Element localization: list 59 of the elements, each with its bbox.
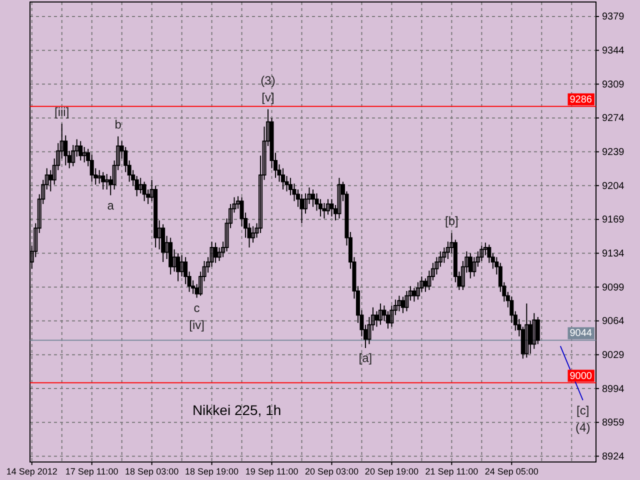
x-tick-label: 21 Sep 11:00 xyxy=(425,466,478,476)
candlestick xyxy=(101,172,106,190)
y-tick-label: 9134 xyxy=(602,248,625,260)
y-tick-label: 9204 xyxy=(602,180,625,192)
annotation: (3) xyxy=(260,73,276,88)
annotation: [v] xyxy=(262,90,274,104)
candlestick xyxy=(536,316,540,345)
candlestick xyxy=(397,295,402,312)
candlestick xyxy=(468,252,472,279)
candlestick xyxy=(251,226,256,244)
candlestick xyxy=(404,290,409,312)
x-tick-label: 17 Sep 11:00 xyxy=(65,466,118,476)
candlestick xyxy=(300,194,304,224)
candlestick xyxy=(161,224,166,262)
x-tick-label: 14 Sep 2012 xyxy=(6,466,58,476)
y-tick-label: 9169 xyxy=(602,214,625,226)
candlestick xyxy=(311,188,315,208)
x-tick-label: 20 Sep 19:00 xyxy=(364,466,418,476)
candlestick xyxy=(168,237,173,276)
annotation: [iv] xyxy=(189,318,204,332)
y-tick-label: 9274 xyxy=(602,113,625,124)
candlestick xyxy=(326,198,330,216)
y-tick-label: 9099 xyxy=(602,282,625,294)
candlestick xyxy=(322,202,326,219)
x-tick-label: 24 Sep 05:00 xyxy=(484,466,538,476)
ref-line-label: 9286 xyxy=(570,94,592,106)
annotation: c xyxy=(194,300,200,315)
candlestick xyxy=(281,168,286,190)
annotation: [c] xyxy=(576,403,590,418)
annotation: a xyxy=(107,198,114,212)
y-tick-label: 8959 xyxy=(602,418,625,429)
ref-line-label: 9044 xyxy=(570,328,592,340)
candlestick xyxy=(78,140,83,161)
candlestick xyxy=(214,242,218,264)
x-tick-label: 18 Sep 19:00 xyxy=(185,466,239,476)
candlestick xyxy=(524,303,529,358)
text: Nikkei 225, 1h xyxy=(192,402,282,418)
y-tick-label: 9064 xyxy=(602,316,625,328)
candlestick xyxy=(330,198,334,218)
candlestick xyxy=(176,252,180,282)
y-tick-label: 9379 xyxy=(602,12,625,23)
x-tick-label: 18 Sep 03:00 xyxy=(125,466,179,476)
y-tick-label: 9309 xyxy=(602,79,625,90)
candlestick xyxy=(378,303,382,326)
annotation: [iii] xyxy=(54,104,70,119)
x-tick-label: 20 Sep 03:00 xyxy=(304,466,359,476)
x-tick-label: 19 Sep 11:00 xyxy=(245,466,298,476)
y-tick-label: 9344 xyxy=(602,46,625,57)
candlestick xyxy=(142,181,146,202)
candlestick xyxy=(337,177,342,219)
annotation: b xyxy=(114,118,122,132)
y-tick-label: 9239 xyxy=(602,146,625,158)
annotation: [b] xyxy=(445,214,458,228)
annotation: [a] xyxy=(358,351,372,366)
annotation: (4) xyxy=(576,420,590,434)
y-tick-label: 8994 xyxy=(602,384,625,395)
y-tick-label: 8924 xyxy=(602,451,625,462)
y-tick-label: 9029 xyxy=(602,350,625,361)
ref-line-label: 9000 xyxy=(570,370,592,382)
